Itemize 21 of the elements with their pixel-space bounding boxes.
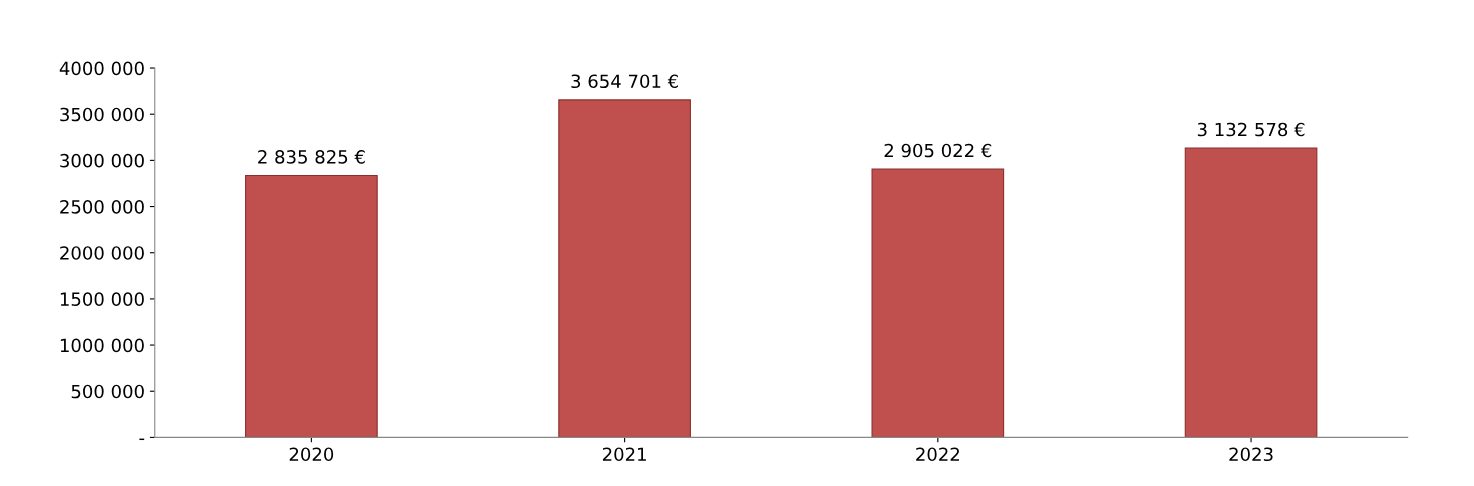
x-tick-label: 2022 [916, 447, 959, 462]
x-tick-label: 2021 [602, 447, 646, 462]
bar [245, 174, 378, 438]
y-tick-label: 2500 000 [60, 200, 144, 214]
y-tick-label: 1000 000 [60, 338, 144, 353]
x-tick-label: 2023 [1229, 447, 1273, 462]
y-tick-label: 500 000 [71, 384, 144, 399]
y-tick-label: 1500 000 [60, 292, 144, 307]
x-tick-label: 2020 [289, 447, 334, 462]
y-tick-label: 4000 000 [59, 61, 144, 76]
data-label: 3 132 578 € [1197, 122, 1305, 137]
bar [558, 99, 691, 438]
bar [871, 168, 1005, 438]
data-label: 3 654 701 € [571, 74, 678, 89]
bar [1184, 147, 1318, 438]
y-tick-label: - [139, 438, 145, 441]
y-tick-label: 3000 000 [60, 153, 144, 168]
y-tick-label: 2000 000 [60, 246, 144, 260]
data-label: 2 835 825 € [258, 150, 365, 164]
y-tick-label: 3500 000 [60, 107, 144, 122]
data-label: 2 905 022 € [884, 143, 992, 158]
